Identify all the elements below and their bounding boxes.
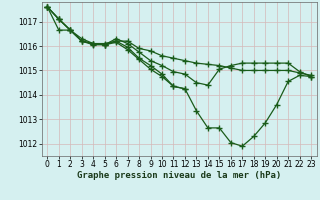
X-axis label: Graphe pression niveau de la mer (hPa): Graphe pression niveau de la mer (hPa) bbox=[77, 171, 281, 180]
